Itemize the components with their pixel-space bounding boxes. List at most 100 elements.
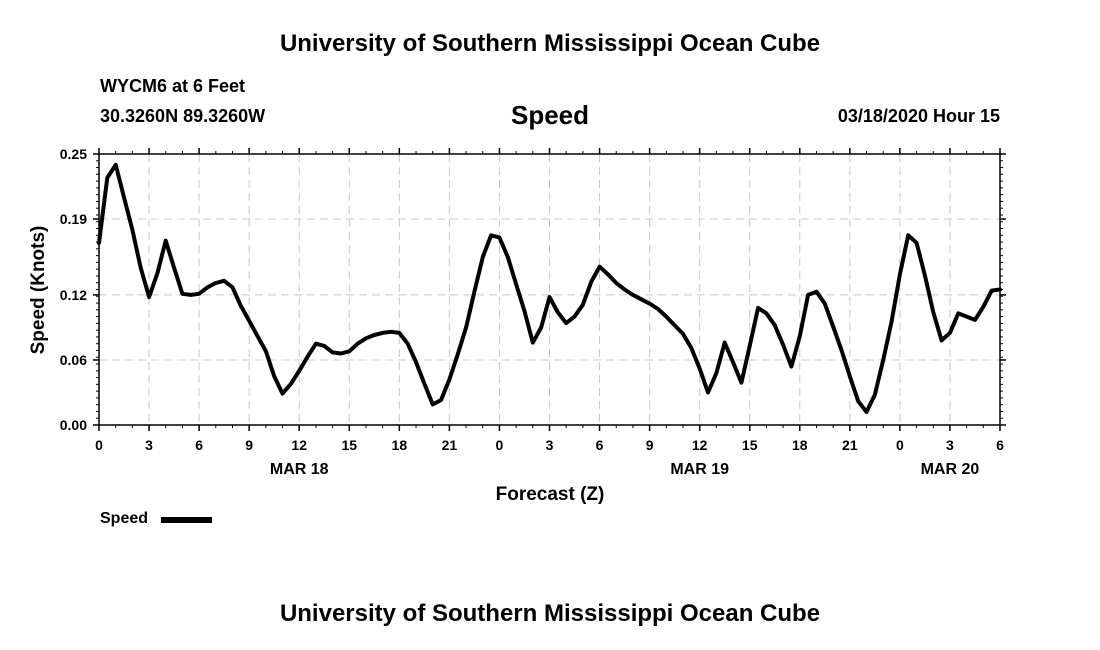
data-point [856, 399, 860, 403]
x-tick-label: 12 [291, 437, 307, 453]
data-point [981, 305, 985, 309]
data-point [906, 233, 910, 237]
data-point [189, 293, 193, 297]
data-point [789, 364, 794, 369]
data-point [806, 293, 810, 297]
data-point [514, 282, 518, 286]
data-point [698, 367, 702, 371]
data-point [264, 349, 268, 353]
x-tick-label: 12 [692, 437, 708, 453]
data-point [522, 309, 527, 313]
data-point [339, 351, 343, 356]
data-point [114, 163, 118, 167]
data-point [272, 374, 276, 378]
y-axis-title: Speed (Knots) [28, 226, 49, 355]
data-point [648, 302, 652, 306]
data-point [781, 343, 785, 347]
date-label: MAR 18 [270, 461, 329, 478]
data-point [314, 342, 318, 346]
data-point [748, 344, 752, 348]
data-point [97, 241, 101, 245]
x-tick-label: 15 [742, 437, 758, 453]
data-point [331, 350, 335, 354]
data-point [164, 239, 168, 243]
x-tick-label: 21 [842, 437, 858, 453]
data-point [598, 265, 602, 269]
data-point [881, 358, 885, 362]
x-tick-label: 3 [946, 437, 954, 453]
x-tick-label: 6 [596, 437, 604, 453]
x-tick-label: 6 [195, 437, 203, 453]
data-point [965, 315, 969, 319]
data-point [497, 235, 501, 240]
data-point [431, 402, 435, 406]
data-point [664, 315, 668, 319]
data-point [848, 374, 852, 378]
x-axis-title: Forecast (Z) [496, 484, 605, 505]
x-tick-label: 18 [392, 437, 408, 453]
x-tick-label: 0 [95, 437, 103, 453]
y-tick-labels: 0.25 0.19 0.12 0.06 0.00 [60, 146, 87, 433]
data-point [364, 336, 368, 340]
data-point [839, 348, 844, 352]
x-tick-label: 18 [792, 437, 808, 453]
data-point [940, 338, 944, 342]
grid [99, 154, 1000, 425]
data-point [931, 310, 935, 314]
data-point [898, 272, 902, 276]
data-point [439, 398, 443, 402]
data-point [205, 285, 210, 289]
x-tick-label: 6 [996, 437, 1004, 453]
chart-title: Speed [510, 100, 590, 130]
y-tick-label: 0.06 [60, 352, 87, 368]
data-point [280, 392, 285, 396]
data-point [389, 330, 393, 334]
data-point [347, 349, 351, 353]
date-label: MAR 20 [921, 461, 980, 478]
data-point [289, 382, 293, 386]
footer-title: University of Southern Mississippi Ocean… [279, 600, 821, 627]
data-point [606, 272, 610, 276]
data-point [464, 325, 468, 329]
x-tick-label: 0 [896, 437, 904, 453]
data-point [255, 334, 260, 338]
coordinates-label: 30.3260N 89.3260W [100, 106, 266, 126]
data-point [180, 292, 184, 296]
data-point [547, 295, 552, 299]
data-point [372, 333, 376, 337]
data-point [564, 321, 568, 325]
data-point [798, 334, 802, 338]
y-tick-label: 0.00 [60, 417, 87, 433]
data-point [322, 344, 326, 348]
data-point [656, 307, 660, 311]
data-point [130, 228, 134, 232]
datetime-label: 03/18/2020 Hour 15 [837, 106, 1000, 126]
data-point [990, 289, 994, 293]
x-tick-label: 0 [496, 437, 504, 453]
data-point [381, 331, 385, 335]
data-point [172, 266, 176, 270]
data-point [447, 377, 451, 382]
data-point [631, 293, 635, 297]
data-point [139, 266, 143, 270]
date-label: MAR 19 [670, 461, 729, 478]
data-point [589, 280, 593, 284]
data-point [756, 306, 760, 310]
x-tick-label: 15 [341, 437, 357, 453]
data-point [764, 311, 769, 315]
data-point [739, 381, 744, 385]
data-point [481, 255, 485, 259]
data-point [572, 315, 577, 319]
data-point [673, 323, 677, 327]
data-point [456, 352, 460, 357]
data-point [406, 342, 410, 346]
data-point [889, 320, 894, 324]
data-point [197, 292, 201, 296]
data-point [230, 285, 235, 289]
x-tick-label: 21 [442, 437, 458, 453]
x-tick-label: 9 [646, 437, 654, 453]
data-point [306, 355, 310, 359]
legend-swatch [161, 517, 212, 523]
data-point [531, 341, 535, 345]
